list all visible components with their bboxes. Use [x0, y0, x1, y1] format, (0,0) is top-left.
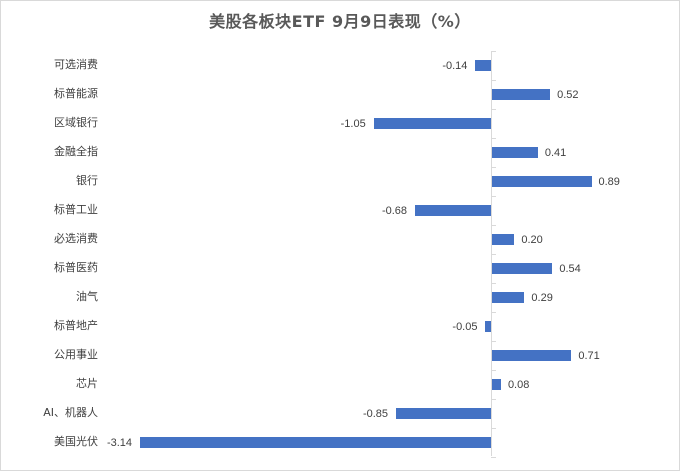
data-bar	[395, 408, 491, 419]
chart-title: 美股各板块ETF 9月9日表现（%）	[209, 12, 471, 31]
category-label: 公用事业	[54, 348, 98, 361]
data-bar	[492, 350, 572, 361]
category-label: 必选消费	[54, 232, 98, 245]
data-bar	[492, 234, 515, 245]
data-label: -1.05	[340, 118, 366, 130]
data-bar	[492, 379, 501, 390]
data-bar	[492, 89, 551, 100]
axis-tick	[491, 225, 496, 226]
data-label: -0.85	[362, 408, 389, 420]
data-label: 0.41	[544, 147, 567, 159]
axis-tick	[491, 457, 496, 458]
category-axis	[491, 51, 492, 456]
data-label: 0.20	[521, 234, 543, 246]
data-label: 0.29	[531, 292, 553, 304]
axis-tick	[491, 341, 496, 342]
data-label: 0.89	[598, 176, 620, 188]
axis-tick	[491, 109, 496, 110]
data-label: 0.71	[578, 350, 600, 362]
category-label: 标普工业	[54, 203, 98, 216]
category-label: 金融全指	[54, 145, 98, 158]
data-bar	[139, 437, 491, 448]
data-bar	[492, 263, 553, 274]
category-label: 可选消费	[54, 58, 98, 71]
category-label: 区域银行	[54, 116, 98, 129]
data-label: 0.08	[507, 379, 530, 391]
data-label: -3.14	[106, 437, 133, 449]
axis-tick	[491, 370, 496, 371]
data-bar	[414, 205, 491, 216]
axis-tick	[491, 283, 496, 284]
data-label: 0.54	[559, 263, 581, 275]
category-label: 标普能源	[54, 87, 98, 100]
axis-tick	[491, 312, 496, 313]
axis-tick	[491, 51, 496, 52]
category-label: 标普医药	[54, 261, 98, 274]
data-label: -0.14	[442, 60, 468, 72]
data-bar	[492, 176, 592, 187]
axis-tick	[491, 196, 496, 197]
axis-tick	[491, 80, 496, 81]
data-label: -0.05	[452, 321, 478, 333]
category-label: 美国光伏	[54, 435, 98, 448]
data-bar	[373, 118, 491, 129]
data-bar	[475, 60, 491, 71]
category-label: 银行	[76, 174, 98, 187]
category-label: 芯片	[76, 377, 98, 390]
data-label: 0.52	[557, 89, 579, 101]
axis-tick	[491, 167, 496, 168]
axis-tick	[491, 254, 496, 255]
category-label: 油气	[76, 290, 98, 303]
data-bar	[492, 147, 538, 158]
axis-tick	[491, 428, 496, 429]
category-label: AI、机器人	[43, 406, 98, 419]
data-bar	[485, 321, 491, 332]
data-label: -0.68	[381, 205, 408, 217]
data-bar	[492, 292, 525, 303]
category-label: 标普地产	[54, 319, 98, 332]
axis-tick	[491, 138, 496, 139]
axis-tick	[491, 399, 496, 400]
